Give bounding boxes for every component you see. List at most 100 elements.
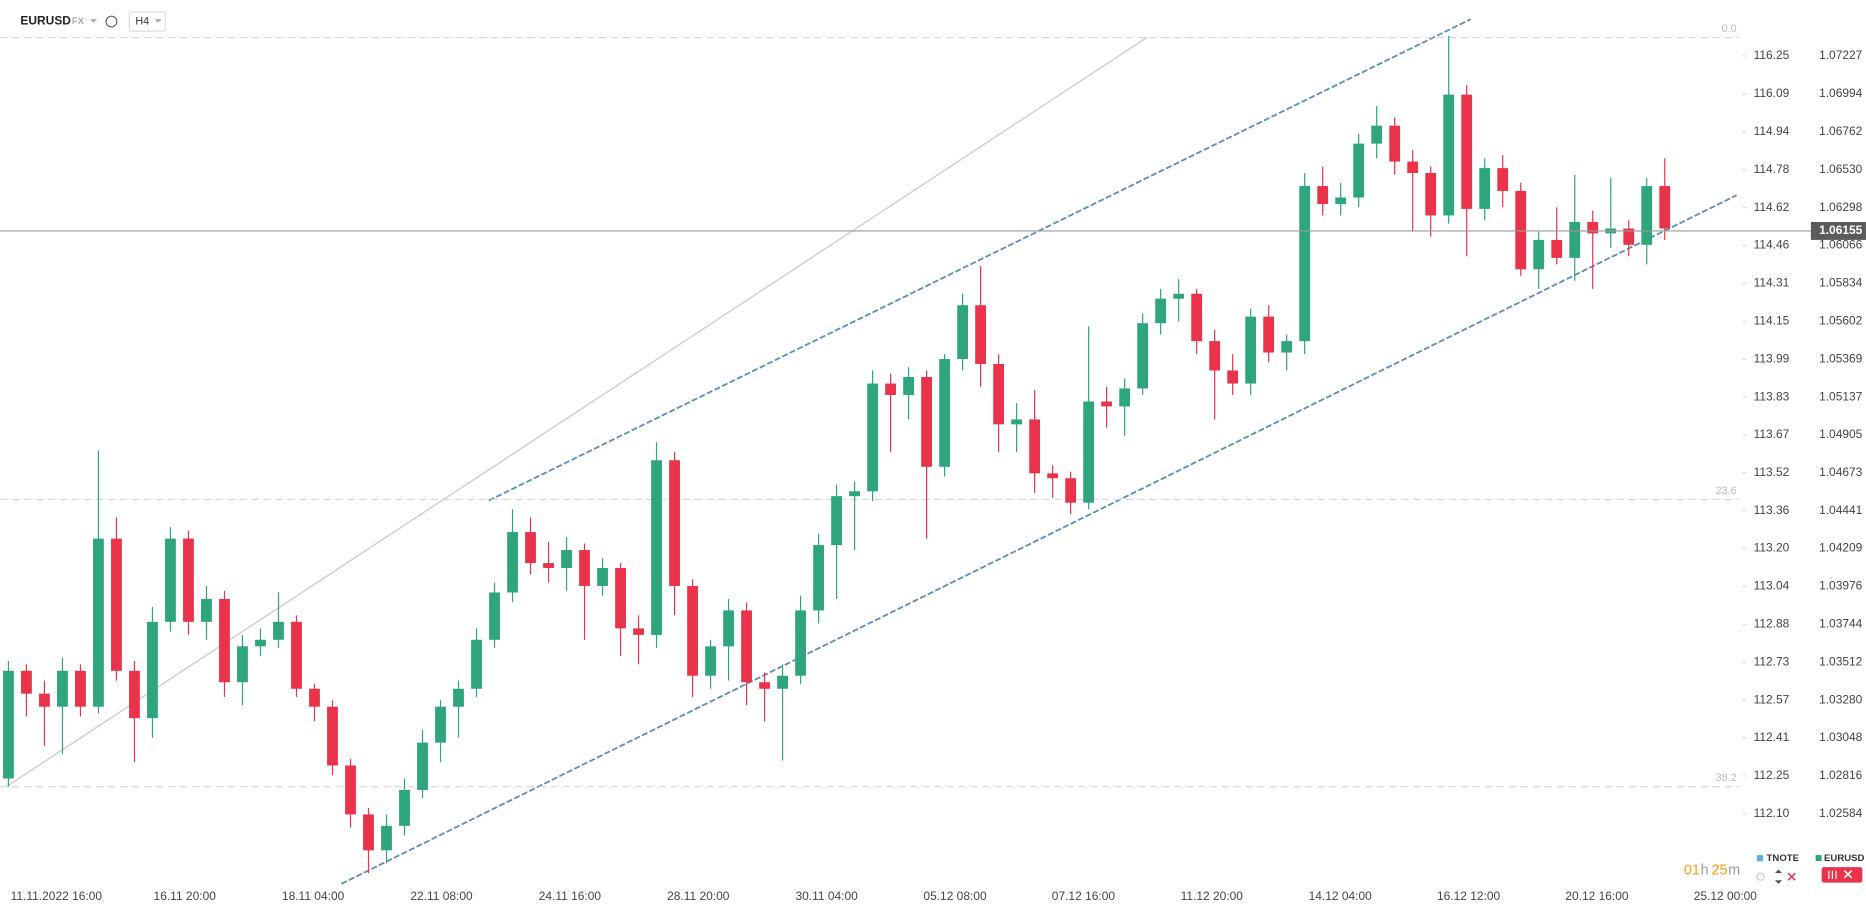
candle-body [1443, 94, 1455, 216]
candle-body [1065, 478, 1077, 503]
candle-body [1407, 161, 1419, 174]
interval[interactable]: H4 [135, 15, 149, 27]
candle-body [633, 628, 644, 635]
interval-select[interactable] [128, 11, 166, 32]
fib-label: 0.0 [1722, 23, 1737, 35]
y2-tick-label: 112.57 [1754, 692, 1790, 706]
candle-body [1479, 168, 1491, 209]
y2-tick-label: 113.83 [1754, 389, 1790, 403]
y2-tick-label: 114.62 [1754, 200, 1790, 214]
candle-body [525, 532, 536, 564]
candle-body [903, 377, 915, 395]
candle-body [1119, 388, 1131, 407]
candle-body [723, 610, 734, 647]
y2-tick-label: 114.15 [1754, 313, 1790, 327]
move-icon[interactable] [1774, 869, 1783, 884]
y2-tick-label: 114.78 [1754, 162, 1790, 176]
candle-body [669, 460, 680, 586]
y-tick-label: 1.02584 [1819, 806, 1863, 820]
candle-body [1461, 94, 1473, 209]
x-tick-label: 11.11.2022 16:00 [11, 889, 103, 903]
candle-body [1569, 221, 1581, 258]
candle-body [1641, 186, 1653, 245]
candle-body [165, 538, 176, 622]
y-tick-label: 1.03048 [1819, 730, 1863, 744]
candle-body [1191, 293, 1203, 342]
candle-body [885, 383, 897, 395]
candle-body [957, 305, 969, 360]
info-icon[interactable] [105, 15, 118, 28]
candle-body [1245, 316, 1257, 384]
remove-button[interactable] [1821, 867, 1863, 883]
candle-body [291, 621, 302, 689]
y2-tick-label: 114.94 [1754, 124, 1790, 138]
y2-tick-label: 112.73 [1754, 654, 1790, 668]
candle-body [39, 693, 50, 707]
y-tick-label: 1.02816 [1819, 768, 1863, 782]
candle-body [1263, 316, 1275, 353]
toolbar: EURUSD FX H4 [20, 11, 166, 32]
y-tick-label: 1.04905 [1819, 427, 1863, 441]
y2-tick-label: 113.99 [1754, 351, 1790, 365]
candle-body [1209, 341, 1221, 371]
y-tick-label: 1.06066 [1819, 238, 1863, 252]
candle-body [795, 610, 806, 676]
fib-label: 23.6 [1716, 485, 1737, 497]
y2-tick-label: 112.10 [1754, 806, 1790, 820]
y2-tick-label: 116.09 [1754, 86, 1790, 100]
x-tick-label: 28.11 20:00 [667, 889, 730, 903]
candle-body [993, 363, 1005, 425]
legend-eurusd[interactable]: EURUSD [1824, 853, 1865, 864]
candle-body [417, 742, 428, 790]
y-tick-label: 1.05834 [1819, 275, 1863, 289]
countdown-m: m [1728, 862, 1740, 878]
candle-body [615, 567, 626, 629]
candle-body [1227, 370, 1239, 384]
eye-icon[interactable] [1756, 872, 1765, 881]
legend-tnote[interactable]: TNOTE [1767, 853, 1800, 864]
x-tick-label: 18.11 04:00 [282, 889, 345, 903]
candle-body [1371, 125, 1383, 144]
y-tick-label: 1.03280 [1819, 692, 1863, 706]
candle-body [1587, 221, 1599, 234]
y-tick-label: 1.03512 [1819, 654, 1863, 668]
candle-body [201, 598, 212, 622]
candle-body [849, 491, 860, 497]
candle-body [381, 825, 392, 851]
footer: 01 h 25 m TNOTE EURUSD [1684, 853, 1865, 884]
y-tick-label: 1.04441 [1819, 503, 1863, 517]
candle-body [1299, 186, 1311, 342]
candle-body [1515, 190, 1527, 270]
y-tick-label: 1.07227 [1819, 48, 1863, 62]
y2-tick-label: 114.46 [1754, 238, 1790, 252]
symbol[interactable]: EURUSD [20, 14, 71, 28]
y2-tick-label: 113.36 [1754, 503, 1790, 517]
candle-body [273, 621, 284, 640]
close-icon[interactable] [1787, 872, 1796, 881]
channel-upper [488, 18, 1472, 502]
y2-tick-label: 112.25 [1754, 768, 1790, 782]
candle-body [129, 670, 140, 719]
candle-body [597, 567, 608, 586]
candle-body [255, 639, 266, 647]
candle-body [1389, 125, 1401, 162]
candle-body [1659, 186, 1671, 229]
candle-body [831, 496, 842, 546]
x-tick-label: 07.12 16:00 [1052, 889, 1116, 903]
y-tick-label: 1.05602 [1819, 313, 1863, 327]
candle-body [111, 538, 122, 671]
dropdown-icon[interactable] [89, 19, 98, 23]
candle-body [1101, 401, 1113, 407]
market: FX [72, 16, 85, 27]
candle-body [363, 814, 374, 851]
candle-body [3, 670, 14, 779]
bars-icon [1828, 870, 1837, 880]
candle-body [939, 359, 951, 467]
candle-body [345, 765, 356, 815]
candle-body [507, 532, 518, 593]
dropdown-icon[interactable] [154, 19, 162, 23]
x-tick-label: 25.12 00:00 [1694, 889, 1758, 903]
candle-body [921, 377, 933, 467]
candle-body [147, 621, 158, 719]
